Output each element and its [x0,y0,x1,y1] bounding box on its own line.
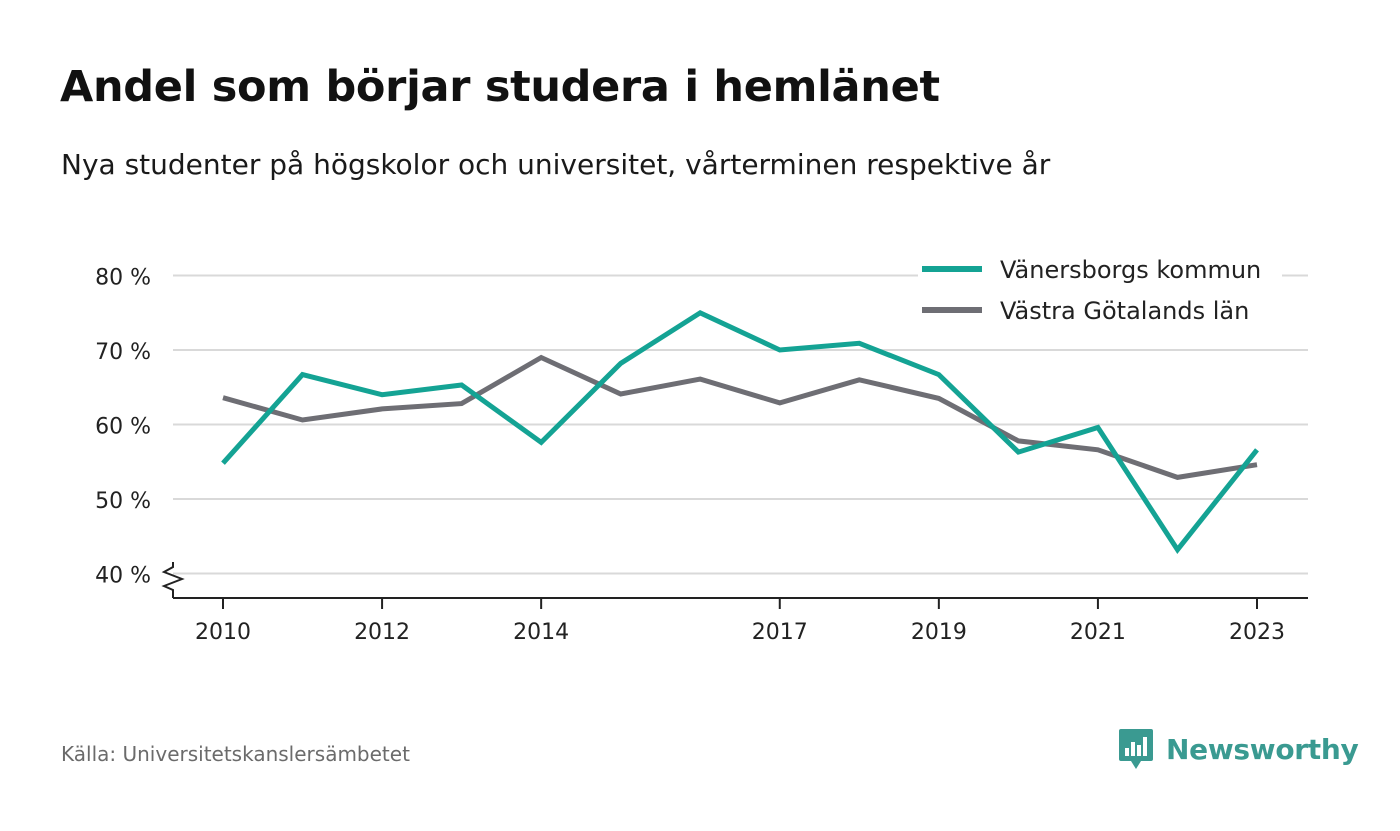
x-tick-label: 2017 [752,620,808,645]
x-tick-label: 2014 [513,620,569,645]
y-tick-label: 50 % [95,489,151,514]
x-tick-label: 2012 [354,620,410,645]
y-tick-label: 80 % [95,266,151,291]
x-tick-label: 2023 [1229,620,1285,645]
series-line-vastra-gotaland [222,354,1258,480]
line-chart: 40 % 50 % 60 % 70 % 80 % 2010 2012 2014 2017 2019… [95,255,1308,645]
chart-title: Andel som börjar studera i hemlänet [60,62,940,112]
legend-label: Vänersborgs kommun [1000,256,1261,284]
series-lines [221,309,1259,554]
series-line-vanersborg [221,309,1259,554]
legend-item: Västra Götalands län [918,296,1282,325]
axis-break-symbol [161,562,185,598]
legend-label: Västra Götalands län [1000,297,1249,325]
newsworthy-logo-icon [1119,729,1153,769]
x-tick-label: 2010 [195,620,251,645]
y-tick-label: 60 % [95,415,151,440]
axes: 40 % 50 % 60 % 70 % 80 % 2010 2012 2014 2017 2019… [95,266,1308,645]
chart-subtitle: Nya studenter på högskolor och universit… [61,148,1051,181]
y-tick-label: 70 % [95,340,151,365]
x-tick-label: 2019 [911,620,967,645]
source-note: Källa: Universitetskanslersämbetet [61,742,410,766]
legend: Vänersborgs kommun Västra Götalands län [918,255,1282,325]
brand-name: Newsworthy [1166,732,1359,766]
x-tick-label: 2021 [1070,620,1126,645]
legend-item: Vänersborgs kommun [918,255,1282,284]
y-tick-label: 40 % [95,564,151,589]
brand-logo: Newsworthy [1118,727,1359,771]
